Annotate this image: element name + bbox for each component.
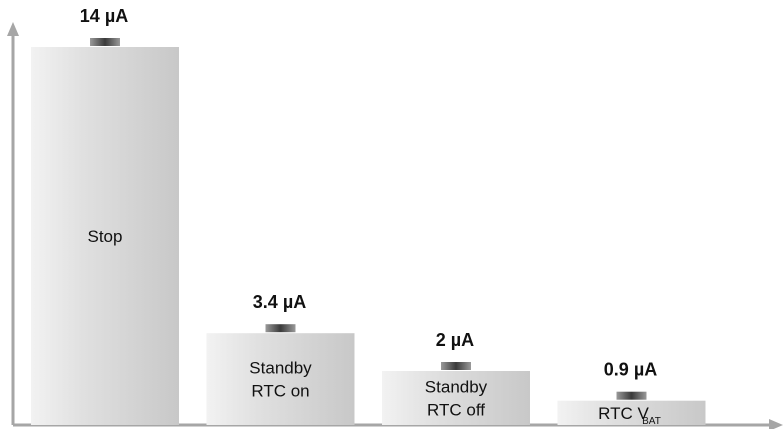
bar xyxy=(382,371,530,425)
category-label: RTC V xyxy=(598,404,649,423)
category-label: Standby xyxy=(425,378,488,397)
x-axis-arrowhead xyxy=(769,419,783,429)
category-label: Standby xyxy=(249,359,312,378)
bar-top-marker xyxy=(265,324,296,333)
category-label: Stop xyxy=(88,227,123,246)
bar xyxy=(557,400,706,425)
bar-top-marker xyxy=(441,362,471,370)
bar-group: 3.4 µA Standby RTC on xyxy=(206,292,355,425)
bars-group: 14 µA Stop 3.4 µA Standby RTC on 2 µA Standby R… xyxy=(31,6,706,427)
bar xyxy=(206,333,355,425)
bar-group: 14 µA Stop xyxy=(31,6,179,425)
bar-group: 2 µA Standby RTC off xyxy=(382,330,530,425)
category-label: RTC on xyxy=(251,382,309,401)
bar xyxy=(31,47,179,425)
value-label: 3.4 µA xyxy=(253,292,306,312)
value-label: 0.9 µA xyxy=(604,360,657,380)
value-label: 14 µA xyxy=(80,6,128,26)
value-label: 2 µA xyxy=(436,330,474,350)
bar-top-marker xyxy=(616,391,647,400)
bar-top-marker xyxy=(90,38,120,46)
category-label: RTC off xyxy=(427,401,485,420)
category-label-subscript: BAT xyxy=(642,416,661,427)
y-axis-arrowhead xyxy=(7,22,19,36)
